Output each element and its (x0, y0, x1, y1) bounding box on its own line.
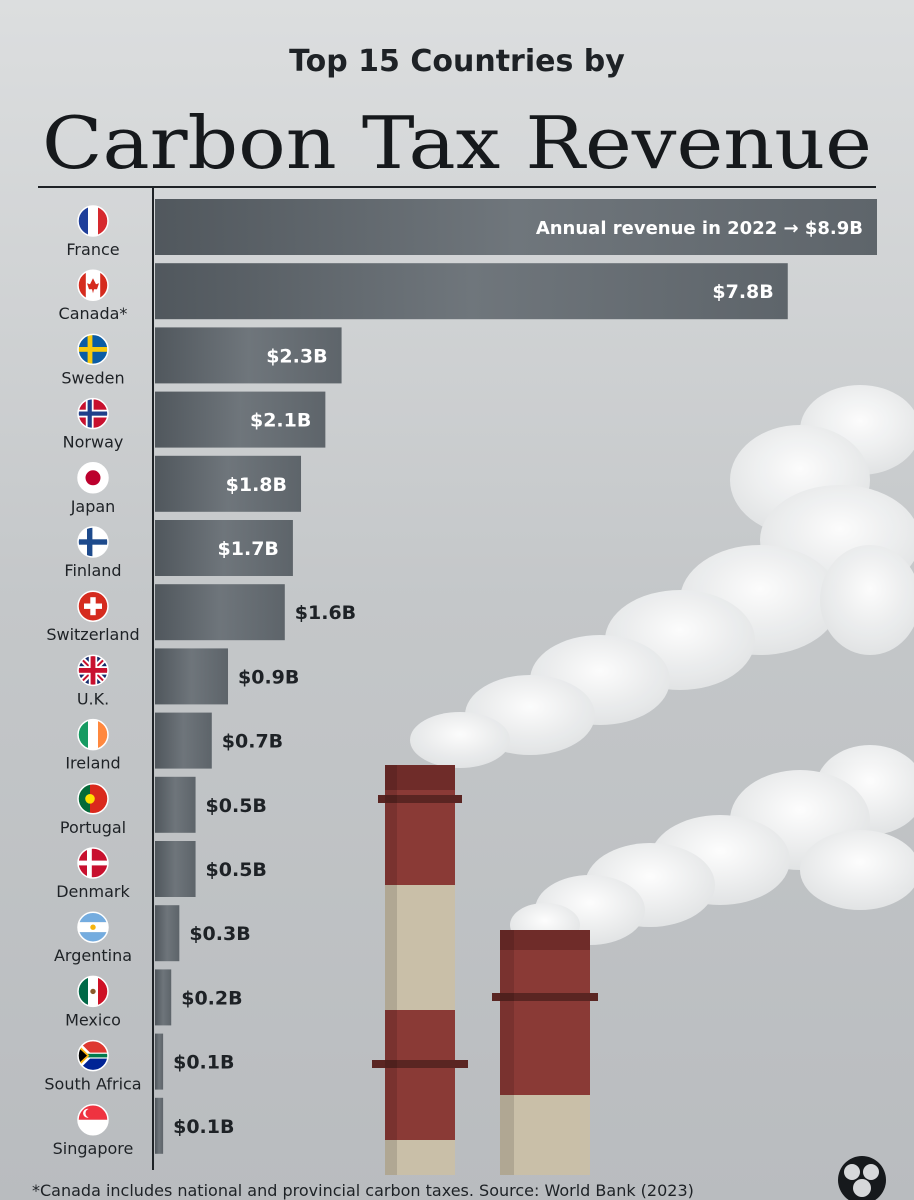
value-label: $0.2B (181, 987, 242, 1009)
bar-singapore (155, 1097, 164, 1154)
value-label: $1.6B (295, 602, 356, 624)
bars-group (155, 199, 877, 1154)
bar-portugal (155, 776, 196, 833)
value-label: $2.1B (250, 410, 311, 432)
portugal-flag-icon (77, 783, 109, 815)
value-label: $0.7B (222, 731, 283, 753)
mexico-flag-icon (77, 975, 109, 1008)
value-label: Annual revenue in 2022 → $8.9B (536, 218, 863, 239)
smoke-plume-upper (410, 385, 914, 768)
bar-france (155, 199, 877, 255)
category-label: Finland (64, 561, 121, 580)
value-label: $0.9B (238, 666, 299, 688)
chimney-left (372, 765, 468, 1175)
category-label: South Africa (44, 1075, 141, 1094)
bar-south-africa (155, 1033, 164, 1090)
bar-japan (155, 455, 302, 512)
france-flag-icon (77, 205, 109, 237)
bar-ireland (155, 712, 212, 769)
publisher-logo (838, 1156, 886, 1200)
south-africa-flag-icon (77, 1039, 109, 1072)
category-label: Singapore (53, 1139, 134, 1158)
category-label: Argentina (54, 946, 132, 965)
value-label: $0.1B (173, 1116, 234, 1138)
value-label: $0.5B (206, 795, 267, 817)
bar-finland (155, 520, 293, 576)
value-label: $1.7B (218, 538, 279, 560)
category-labels-group: France Canada* Sweden Norway Japan Finland Swi… (44, 240, 141, 1158)
smoke-plume-lower (510, 745, 914, 947)
flags-group (77, 205, 109, 1136)
value-label: $2.3B (266, 345, 327, 367)
singapore-flag-icon (77, 1104, 109, 1136)
chimney-right (492, 930, 598, 1175)
footnote: *Canada includes national and provincial… (32, 1181, 694, 1200)
category-label: Portugal (60, 818, 126, 837)
category-label: Norway (63, 433, 124, 452)
category-label: Mexico (65, 1010, 121, 1029)
chart-kicker: Top 15 Countries by (289, 44, 625, 79)
category-label: Denmark (56, 882, 130, 901)
category-label: France (66, 240, 119, 259)
norway-flag-icon (77, 397, 109, 430)
category-label: Canada* (59, 304, 128, 323)
canada-flag-icon (77, 269, 109, 301)
bar-mexico (155, 969, 172, 1026)
category-label: Ireland (65, 754, 120, 773)
denmark-flag-icon (77, 847, 109, 879)
bar-canada (155, 263, 788, 320)
chart-title: Carbon Tax Revenue (42, 101, 872, 185)
finland-flag-icon (77, 526, 109, 558)
bar-argentina (155, 905, 180, 962)
bar-denmark (155, 841, 196, 897)
value-label: $1.8B (226, 474, 287, 496)
value-label: $7.8B (712, 281, 773, 303)
bar-switzerland (155, 584, 285, 641)
japan-flag-icon (77, 462, 109, 494)
sweden-flag-icon (77, 333, 109, 366)
category-label: Sweden (61, 368, 124, 387)
uk-flag-icon (77, 654, 109, 687)
bar-sweden (155, 327, 342, 384)
argentina-flag-icon (77, 911, 109, 943)
value-label: $0.1B (173, 1052, 234, 1074)
bar-u-k (155, 648, 229, 705)
value-label: $0.3B (189, 923, 250, 945)
category-label: Switzerland (46, 625, 139, 644)
bar-norway (155, 391, 326, 448)
switzerland-flag-icon (77, 590, 109, 622)
value-labels-group: Annual revenue in 2022 → $8.9B $7.8B $2.3B… (173, 218, 863, 1138)
category-label: U.K. (77, 689, 109, 708)
value-label: $0.5B (206, 859, 267, 881)
category-label: Japan (70, 497, 116, 516)
ireland-flag-icon (77, 718, 109, 751)
